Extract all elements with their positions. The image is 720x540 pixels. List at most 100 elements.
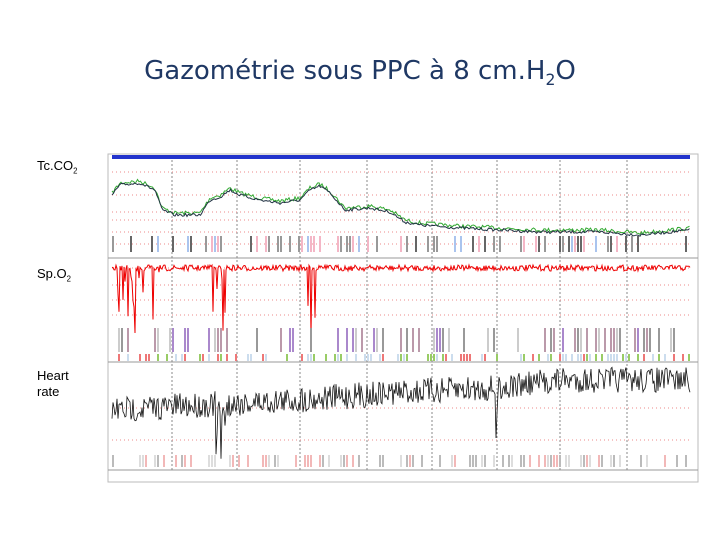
event-stripe xyxy=(226,354,228,361)
event-stripe xyxy=(454,236,456,252)
event-stripe xyxy=(580,455,582,467)
event-stripe xyxy=(553,455,555,467)
event-stripe xyxy=(415,236,417,252)
event-stripe xyxy=(175,455,177,467)
event-stripe xyxy=(475,455,477,467)
event-stripe xyxy=(421,455,423,467)
event-stripe xyxy=(577,328,579,352)
event-stripe xyxy=(670,328,672,352)
event-stripe xyxy=(217,328,219,352)
event-stripe xyxy=(682,354,684,361)
event-stripe xyxy=(376,236,378,252)
event-stripe xyxy=(187,236,189,252)
event-stripe xyxy=(685,455,687,467)
event-stripe xyxy=(649,328,651,352)
event-stripe xyxy=(175,354,177,361)
event-stripe xyxy=(355,354,357,361)
event-stripe xyxy=(469,455,471,467)
event-stripe xyxy=(607,236,609,252)
event-stripe xyxy=(643,328,645,352)
event-stripe xyxy=(322,455,324,467)
event-stripe xyxy=(619,328,621,352)
event-stripe xyxy=(559,236,561,252)
event-stripe xyxy=(571,236,573,252)
event-stripe xyxy=(208,354,210,361)
event-stripe xyxy=(610,354,612,361)
event-stripe xyxy=(262,354,264,361)
event-stripe xyxy=(157,455,159,467)
event-stripe xyxy=(601,455,603,467)
event-stripe xyxy=(535,236,537,252)
event-stripe xyxy=(433,354,435,361)
event-stripe xyxy=(184,354,186,361)
event-stripe xyxy=(436,354,438,361)
event-stripe xyxy=(307,455,309,467)
event-stripe xyxy=(340,354,342,361)
event-stripe xyxy=(580,354,582,361)
event-stripe xyxy=(577,354,579,361)
event-stripe xyxy=(301,354,303,361)
event-stripe xyxy=(544,455,546,467)
event-stripe xyxy=(205,236,207,252)
event-stripe xyxy=(523,236,525,252)
event-stripe xyxy=(367,236,369,252)
event-stripe xyxy=(310,236,312,252)
event-stripe xyxy=(430,354,432,361)
event-stripe xyxy=(250,354,252,361)
event-stripe xyxy=(112,455,114,467)
event-stripe xyxy=(451,455,453,467)
event-stripe xyxy=(586,455,588,467)
event-stripe xyxy=(277,455,279,467)
event-stripe xyxy=(268,455,270,467)
event-stripe xyxy=(298,236,300,252)
event-stripe xyxy=(484,354,486,361)
event-stripe xyxy=(472,236,474,252)
event-stripe xyxy=(319,455,321,467)
event-stripe xyxy=(220,236,222,252)
event-stripe xyxy=(433,236,435,252)
event-stripe xyxy=(277,236,279,252)
event-stripe xyxy=(403,354,405,361)
event-stripe xyxy=(658,354,660,361)
event-stripe xyxy=(340,236,342,252)
event-stripe xyxy=(343,455,345,467)
event-stripe xyxy=(208,328,210,352)
event-stripe xyxy=(118,354,120,361)
event-stripe xyxy=(313,236,315,252)
event-stripe xyxy=(583,236,585,252)
event-stripe xyxy=(169,328,171,352)
event-stripe xyxy=(511,455,513,467)
event-stripe xyxy=(574,236,576,252)
event-stripe xyxy=(376,328,378,352)
event-stripe xyxy=(559,455,561,467)
event-stripe xyxy=(214,328,216,352)
event-stripe xyxy=(328,455,330,467)
event-stripe xyxy=(190,236,192,252)
slide-title: Gazométrie sous PPC à 8 cm.H2O xyxy=(0,56,720,89)
event-stripe xyxy=(529,455,531,467)
event-stripe xyxy=(238,455,240,467)
event-stripe xyxy=(214,455,216,467)
event-stripe xyxy=(451,354,453,361)
event-stripe xyxy=(688,354,690,361)
event-stripe xyxy=(127,328,129,352)
event-stripe xyxy=(460,354,462,361)
event-stripe xyxy=(631,236,633,252)
event-stripe xyxy=(418,328,420,352)
event-stripe xyxy=(280,236,282,252)
event-stripe xyxy=(148,354,150,361)
event-stripe xyxy=(460,236,462,252)
event-stripe xyxy=(502,455,504,467)
event-stripe xyxy=(523,455,525,467)
event-stripe xyxy=(544,328,546,352)
event-stripe xyxy=(367,354,369,361)
event-stripe xyxy=(439,455,441,467)
event-stripe xyxy=(595,236,597,252)
event-stripe xyxy=(463,328,465,352)
event-stripe xyxy=(580,328,582,352)
event-stripe xyxy=(538,236,540,252)
event-stripe xyxy=(433,328,435,352)
event-stripe xyxy=(409,455,411,467)
label-subscript: 2 xyxy=(73,166,78,176)
event-stripe xyxy=(676,455,678,467)
